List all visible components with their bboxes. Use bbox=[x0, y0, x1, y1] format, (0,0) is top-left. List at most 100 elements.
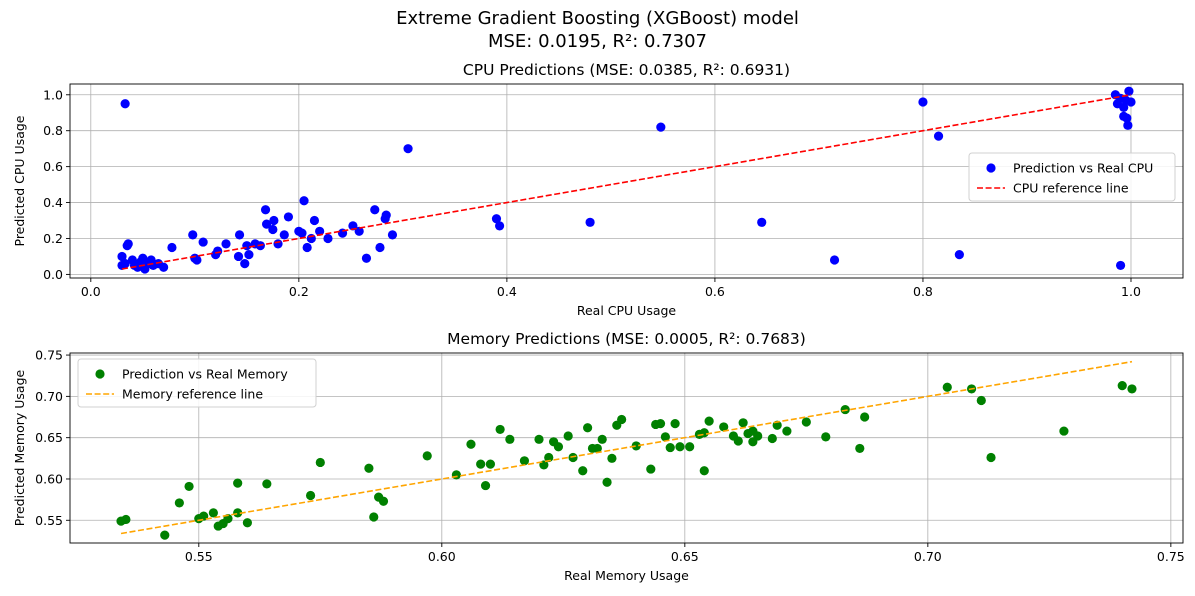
legend-label: Memory reference line bbox=[122, 387, 263, 402]
scatter-point bbox=[306, 233, 316, 244]
y-tick-label: 0.0 bbox=[43, 267, 63, 282]
scatter-point bbox=[563, 431, 573, 441]
scatter-point bbox=[821, 432, 831, 442]
y-tick-label: 0.70 bbox=[35, 389, 63, 404]
y-tick-label: 0.75 bbox=[35, 348, 63, 363]
x-axis-label: Real CPU Usage bbox=[577, 303, 677, 318]
scatter-point bbox=[553, 442, 564, 452]
legend-marker bbox=[95, 369, 105, 379]
figure-title: Extreme Gradient Boosting (XGBoost) mode… bbox=[0, 7, 1195, 53]
scatter-point bbox=[403, 144, 413, 154]
scatter-point bbox=[1115, 260, 1126, 271]
scatter-point bbox=[675, 442, 685, 452]
scatter-point bbox=[213, 246, 223, 256]
scatter-point bbox=[1119, 111, 1129, 121]
x-tick-label: 0.55 bbox=[185, 549, 213, 564]
y-tick-label: 0.65 bbox=[35, 430, 63, 445]
scatter-point bbox=[381, 210, 391, 220]
scatter-point bbox=[269, 215, 279, 226]
scatter-point bbox=[505, 434, 515, 444]
scatter-point bbox=[699, 466, 709, 476]
scatter-point bbox=[117, 251, 127, 262]
figure-title-line-2: MSE: 0.0195, R²: 0.7307 bbox=[487, 31, 708, 52]
scatter-point bbox=[1059, 426, 1069, 436]
y-axis-label: Predicted Memory Usage bbox=[12, 369, 27, 526]
plot-area bbox=[116, 360, 1137, 540]
scatter-point bbox=[208, 508, 218, 518]
scatter-point bbox=[184, 481, 194, 492]
scatter-point bbox=[568, 452, 578, 463]
scatter-point bbox=[120, 99, 130, 109]
legend: Prediction vs Real Memory Memory referenc… bbox=[77, 358, 317, 408]
chart-title: Memory Predictions (MSE: 0.0005, R²: 0.7… bbox=[447, 330, 806, 348]
scatter-point bbox=[242, 518, 252, 528]
scatter-point bbox=[305, 490, 316, 501]
x-tick-label: 0.2 bbox=[289, 284, 309, 299]
scatter-point bbox=[160, 530, 170, 540]
scatter-point bbox=[656, 122, 666, 132]
scatter-point bbox=[302, 242, 312, 253]
scatter-point bbox=[451, 470, 461, 480]
scatter-point bbox=[485, 459, 496, 469]
scatter-point bbox=[519, 456, 530, 466]
scatter-point bbox=[757, 217, 767, 227]
scatter-point bbox=[1119, 102, 1129, 112]
scatter-point bbox=[262, 479, 272, 489]
scatter-point bbox=[829, 255, 840, 265]
legend: Prediction vs Real CPU CPU reference line bbox=[968, 152, 1176, 202]
scatter-point bbox=[370, 205, 380, 215]
scatter-point bbox=[234, 230, 245, 240]
scatter-point bbox=[494, 221, 505, 231]
scatter-point bbox=[364, 463, 374, 473]
scatter-point bbox=[123, 239, 133, 249]
x-tick-label: 0.6 bbox=[705, 284, 725, 299]
scatter-point bbox=[375, 242, 385, 253]
scatter-point bbox=[719, 422, 729, 432]
scatter-point bbox=[188, 230, 198, 240]
scatter-point bbox=[578, 466, 588, 476]
y-tick-label: 0.8 bbox=[43, 123, 63, 138]
scatter-point bbox=[685, 442, 695, 452]
scatter-point bbox=[242, 241, 252, 251]
scatter-point bbox=[976, 395, 986, 406]
scatter-point bbox=[422, 451, 432, 461]
scatter-point bbox=[607, 453, 617, 463]
x-tick-label: 0.4 bbox=[497, 284, 517, 299]
reference-line bbox=[121, 93, 1132, 270]
scatter-point bbox=[283, 212, 294, 222]
scatter-point bbox=[617, 414, 627, 425]
y-axis-label: Predicted CPU Usage bbox=[12, 115, 27, 246]
scatter-point bbox=[297, 228, 307, 238]
scatter-point bbox=[244, 250, 254, 260]
scatter-point bbox=[942, 382, 952, 392]
chart-title: CPU Predictions (MSE: 0.0385, R²: 0.6931… bbox=[463, 61, 790, 79]
scatter-point bbox=[476, 459, 486, 469]
scatter-point bbox=[221, 239, 231, 249]
scatter-point bbox=[544, 452, 554, 463]
scatter-point bbox=[655, 419, 666, 429]
scatter-point bbox=[299, 196, 309, 206]
y-tick-label: 0.2 bbox=[43, 231, 63, 246]
scatter-point bbox=[1124, 86, 1134, 96]
chart-memory: 0.55 0.60 0.65 0.70 0.75 0.55 0.60 0.65 0.70 0.75… bbox=[12, 330, 1185, 583]
scatter-point bbox=[174, 498, 184, 508]
scatter-point bbox=[167, 242, 177, 253]
scatter-point bbox=[279, 230, 289, 240]
y-tick-label: 0.60 bbox=[35, 471, 63, 486]
scatter-point bbox=[495, 424, 505, 435]
scatter-point bbox=[738, 418, 748, 428]
scatter-point bbox=[268, 224, 278, 235]
scatter-point bbox=[233, 251, 244, 262]
legend-label: CPU reference line bbox=[1013, 181, 1129, 196]
scatter-point bbox=[665, 442, 675, 453]
x-tick-label: 0.8 bbox=[913, 284, 933, 299]
x-tick-label: 0.60 bbox=[428, 549, 456, 564]
x-tick-label: 1.0 bbox=[1121, 284, 1141, 299]
scatter-point bbox=[491, 214, 502, 224]
x-tick-label: 0.65 bbox=[671, 549, 699, 564]
scatter-point bbox=[466, 439, 476, 449]
scatter-point bbox=[480, 480, 491, 491]
scatter-point bbox=[261, 219, 272, 229]
scatter-point bbox=[631, 441, 641, 451]
